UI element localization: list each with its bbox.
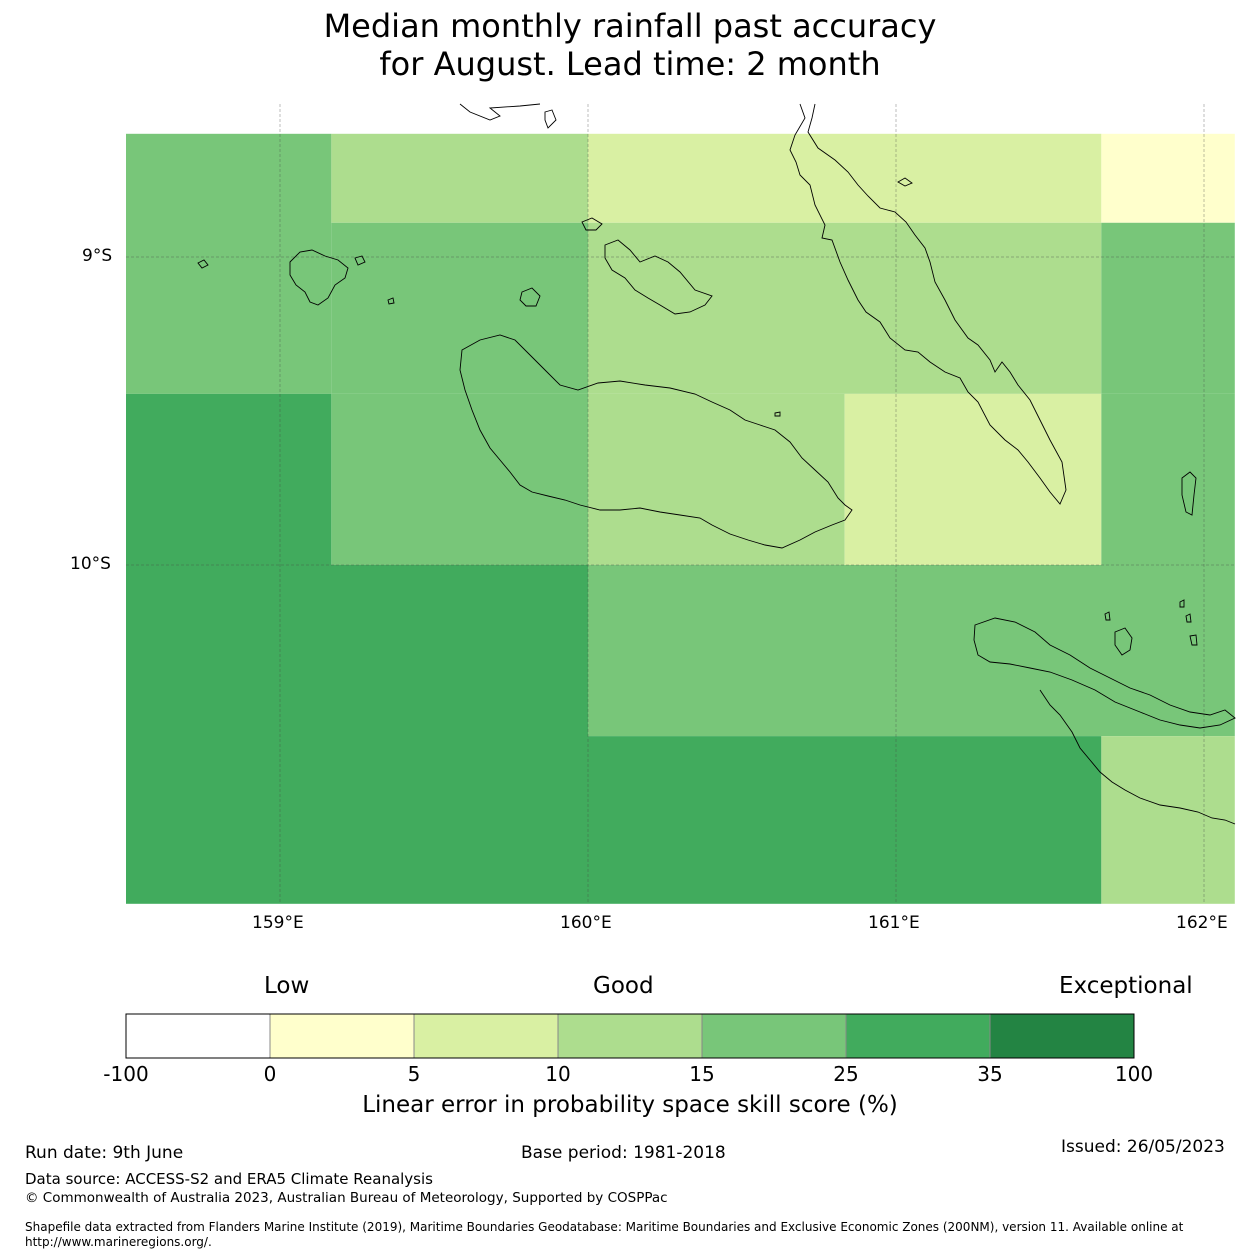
grid-cell-9 [588,393,845,565]
colorbar-tick-10: 10 [545,1062,571,1086]
coast-islet-mid [774,411,781,417]
lon-tick-162e: 162°E [1176,913,1228,933]
grid-cell-15 [1101,736,1235,904]
coast-islet-4 [1189,634,1198,646]
issued-date: Issued: 26/05/2023 [1061,1137,1225,1157]
coastlines [197,103,1236,825]
coast-florida-islands [604,239,713,315]
shapefile-credit: Shapefile data extracted from Flanders M… [25,1220,1184,1249]
coast-russell-islands [289,249,349,306]
coast-north-bits [459,103,541,121]
colorbar-tick-0: 0 [263,1062,277,1086]
map-title-line2: for August. Lead time: 2 month [379,45,881,83]
coast-islet-1 [1104,611,1111,621]
coast-savo [519,287,541,307]
grid-cell-0 [126,133,332,394]
coast-islet-west [197,259,209,269]
copyright: © Commonwealth of Australia 2023, Austra… [25,1190,668,1206]
colorbar-word-good: Good [593,973,654,999]
coast-south-makira [1039,689,1236,825]
coast-guadalcanal [459,334,853,549]
colorbar-tick-5: 5 [407,1062,421,1086]
coast-florida-tip [581,217,603,231]
colorbar-tick-35: 35 [977,1062,1003,1086]
grid-cells [126,133,1235,904]
lon-tick-159e: 159°E [252,913,304,933]
grid-cell-11 [1101,393,1235,565]
coast-makira [973,617,1236,729]
colorbar-tick-15: 15 [689,1062,715,1086]
colorbar-label: Linear error in probability space skill … [362,1092,898,1118]
colorbar-word-exceptional: Exceptional [1059,973,1193,999]
grid-cell-2 [588,133,1102,223]
grid-cell-1 [331,133,588,223]
coast-santa-isabel [789,103,1067,505]
coast-isabel-islet [897,177,913,187]
grid-cell-4 [331,222,588,394]
coast-malaita-tip [1181,471,1197,516]
run-date: Run date: 9th June [25,1143,184,1163]
colorbar-word-low: Low [264,973,310,999]
map-title-line1: Median monthly rainfall past accuracy [323,7,937,45]
coast-north-islet [544,109,557,129]
coast-ugi [1114,627,1133,656]
grid-cell-6 [1101,222,1235,394]
grid-cell-3 [1101,133,1235,223]
coast-islet-3 [1185,613,1192,623]
graticule [126,104,1235,904]
lat-tick-10s: 10°S [70,554,111,574]
colorbar-tick-100: 100 [1114,1062,1154,1086]
lon-tick-160e: 160°E [560,913,612,933]
colorbar-tick-25: 25 [833,1062,859,1086]
grid-cell-5 [588,222,1102,394]
grid-cell-12 [126,565,588,904]
grid-cell-8 [331,393,588,565]
lat-tick-9s: 9°S [82,246,113,266]
lon-tick-161e: 161°E [868,913,920,933]
data-source: Data source: ACCESS-S2 and ERA5 Climate … [25,1170,433,1188]
grid-cell-13 [588,565,1235,737]
colorbar-tick-minus100: -100 [103,1062,149,1086]
base-period: Base period: 1981-2018 [521,1143,726,1163]
grid-cell-7 [126,393,332,565]
coast-islet-2 [1179,599,1185,608]
coast-islet-russell-e [387,297,395,305]
coast-russell-small [354,255,366,266]
grid-cell-10 [844,393,1102,565]
grid-cell-14 [588,736,1102,904]
